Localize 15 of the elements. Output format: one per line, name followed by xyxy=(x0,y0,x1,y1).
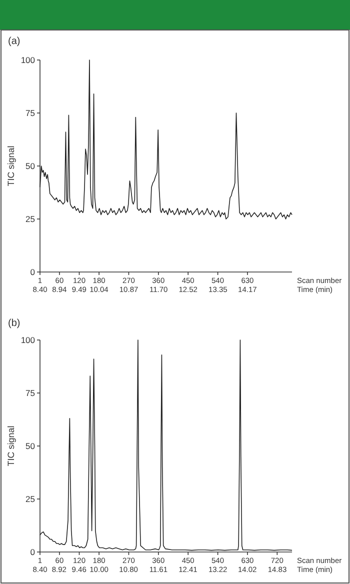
y-tick-label: 50 xyxy=(26,161,36,171)
y-tick-label: 50 xyxy=(26,441,36,451)
chart-title: (a) xyxy=(8,36,20,47)
chart-title: (b) xyxy=(8,318,20,329)
y-tick-label: 25 xyxy=(26,214,36,224)
y-tick-label: 75 xyxy=(26,388,36,398)
y-tick-label: 75 xyxy=(26,108,36,118)
y-tick-label: 25 xyxy=(26,494,36,504)
y-tick-label: 100 xyxy=(20,55,36,65)
y-axis-title: TIC signal xyxy=(6,426,16,466)
y-tick-label: 0 xyxy=(30,547,36,557)
y-axis-title: TIC signal xyxy=(6,146,16,186)
line-series xyxy=(40,60,292,220)
y-tick-label: 100 xyxy=(20,335,36,345)
y-tick-label: 0 xyxy=(30,267,36,277)
